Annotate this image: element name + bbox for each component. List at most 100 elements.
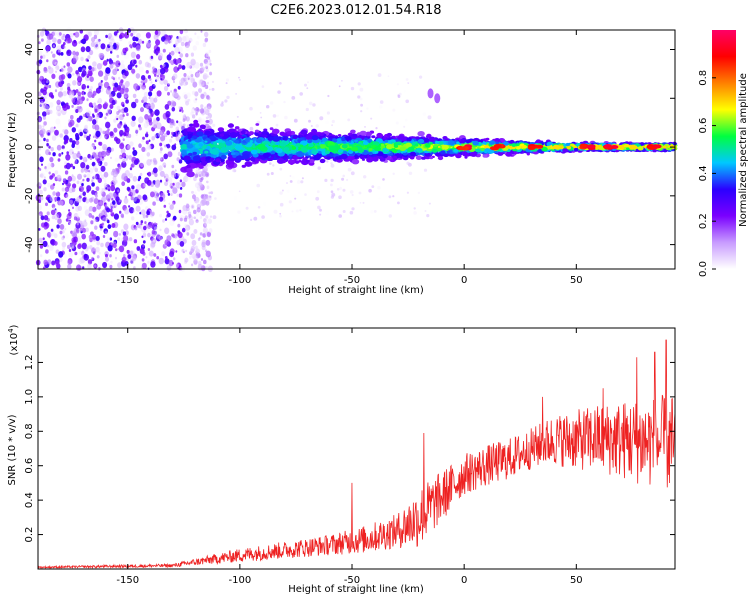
heatmap-cell <box>238 78 241 81</box>
heatmap-cell <box>45 50 50 57</box>
heatmap-cell <box>105 187 108 190</box>
heatmap-cell <box>139 172 143 176</box>
heatmap-cell <box>276 114 279 118</box>
heatmap-cell <box>124 70 129 77</box>
heatmap-cell <box>138 116 144 124</box>
heatmap-cell <box>135 188 139 194</box>
heatmap-cell <box>163 204 167 208</box>
heatmap-cell <box>175 182 181 189</box>
heatmap-cell <box>202 233 207 238</box>
heatmap-cell <box>159 64 163 69</box>
heatmap-cell <box>134 226 138 231</box>
heatmap-cell <box>95 114 100 120</box>
heatmap-cell <box>334 135 338 138</box>
heatmap-cell <box>212 215 217 220</box>
heatmap-cell <box>189 215 193 220</box>
heatmap-cell <box>65 192 67 195</box>
heatmap-cell <box>147 232 151 238</box>
heatmap-cell <box>91 105 94 108</box>
heatmap-cell <box>158 52 163 59</box>
heatmap-cell <box>103 81 110 89</box>
heatmap-cell <box>38 237 43 243</box>
heatmap-cell <box>48 235 51 239</box>
heatmap-cell <box>116 30 119 34</box>
heatmap-cell <box>121 256 127 263</box>
heatmap-cell <box>176 120 179 124</box>
heatmap-cell <box>40 173 44 178</box>
heatmap-cell <box>204 123 210 130</box>
figure-title: C2E6.2023.012.01.54.R18 <box>270 3 441 18</box>
heatmap-cell <box>155 79 158 82</box>
heatmap-cell <box>45 104 50 110</box>
heatmap-cell <box>296 180 301 184</box>
heatmap-cell <box>108 59 114 65</box>
heatmap-cell <box>123 107 129 113</box>
heatmap-cell <box>128 237 133 242</box>
heatmap-cell <box>422 112 426 116</box>
heatmap-cell <box>65 193 70 199</box>
heatmap-cell <box>135 133 138 136</box>
heatmap-cell <box>417 191 421 195</box>
heatmap-cell <box>72 183 77 189</box>
heatmap-cell <box>114 157 119 163</box>
heatmap-cell <box>182 91 188 99</box>
heatmap-cell <box>129 250 134 256</box>
heatmap-cell <box>67 66 73 73</box>
heatmap-cell <box>103 171 109 178</box>
heatmap-cell <box>179 217 183 222</box>
heatmap-cell <box>127 133 132 138</box>
heatmap-cell <box>159 142 163 147</box>
heatmap-cell <box>98 38 101 42</box>
heatmap-cell <box>128 193 131 197</box>
heatmap-cell <box>125 195 128 199</box>
heatmap-cell <box>134 183 138 187</box>
heatmap-cell <box>172 200 176 205</box>
heatmap-cell <box>145 70 149 74</box>
heatmap-cell <box>66 49 72 57</box>
heatmap-cell <box>168 259 174 267</box>
heatmap-cell <box>52 44 56 48</box>
heatmap-cell <box>249 106 253 111</box>
heatmap-cell <box>47 132 50 136</box>
heatmap-cell <box>44 95 47 100</box>
heatmap-cell <box>269 162 272 165</box>
heatmap-cell <box>172 262 174 265</box>
heatmap-cell <box>101 188 105 192</box>
heatmap-cell <box>161 29 167 37</box>
heatmap-cell <box>114 179 118 184</box>
heatmap-cell <box>387 75 390 77</box>
heatmap-cell <box>50 34 54 39</box>
heatmap-cell <box>94 42 100 50</box>
heatmap-cell <box>408 81 411 84</box>
heatmap-cell <box>138 126 142 131</box>
heatmap-cell <box>181 65 186 70</box>
heatmap-cell <box>196 72 200 78</box>
heatmap-cell <box>205 116 209 120</box>
heatmap-cell <box>149 102 155 110</box>
heatmap-cell <box>140 222 143 226</box>
heatmap-cell <box>88 65 92 71</box>
heatmap-cell <box>60 65 66 72</box>
heatmap-cell <box>93 102 97 107</box>
heatmap-cell <box>84 124 88 130</box>
heatmap-cell <box>38 41 41 45</box>
heatmap-cell <box>139 66 144 73</box>
heatmap-cell <box>170 232 173 236</box>
heatmap-cell <box>63 45 66 49</box>
heatmap-cell <box>162 140 166 144</box>
heatmap-cell <box>109 131 114 137</box>
heatmap-cell <box>164 181 169 187</box>
heatmap-cell <box>76 212 82 219</box>
heatmap-cell <box>338 214 343 218</box>
heatmap-cell <box>89 134 91 137</box>
heatmap-cell <box>119 114 124 121</box>
heatmap-cell <box>73 216 78 221</box>
heatmap-cell <box>132 93 137 99</box>
heatmap-cell <box>144 221 147 225</box>
heatmap-cell <box>91 182 95 187</box>
heatmap-cell <box>133 83 139 90</box>
heatmap-cell <box>221 101 224 104</box>
heatmap-cell <box>361 158 366 161</box>
heatmap-cell <box>103 177 107 182</box>
heatmap-cell <box>179 109 182 112</box>
